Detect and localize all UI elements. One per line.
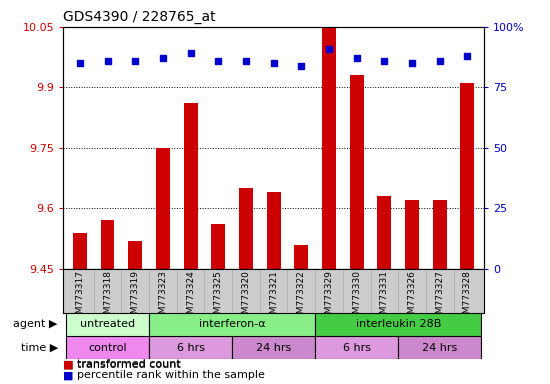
Bar bbox=[460, 83, 474, 269]
Text: GSM773326: GSM773326 bbox=[408, 270, 416, 325]
Text: agent ▶: agent ▶ bbox=[13, 319, 58, 329]
Text: GSM773323: GSM773323 bbox=[158, 270, 167, 325]
Bar bbox=[184, 104, 197, 269]
Bar bbox=[405, 200, 419, 269]
Bar bbox=[156, 148, 170, 269]
Text: 6 hrs: 6 hrs bbox=[343, 343, 371, 353]
Bar bbox=[239, 188, 253, 269]
Text: GSM773324: GSM773324 bbox=[186, 270, 195, 325]
Text: time ▶: time ▶ bbox=[20, 343, 58, 353]
Text: interleukin 28B: interleukin 28B bbox=[355, 319, 441, 329]
Text: 24 hrs: 24 hrs bbox=[256, 343, 292, 353]
Text: GSM773319: GSM773319 bbox=[131, 270, 140, 325]
Bar bbox=[66, 313, 149, 336]
Text: GSM773327: GSM773327 bbox=[435, 270, 444, 325]
Text: percentile rank within the sample: percentile rank within the sample bbox=[77, 370, 265, 380]
Bar bbox=[128, 240, 142, 269]
Text: GSM773325: GSM773325 bbox=[214, 270, 223, 325]
Text: GSM773331: GSM773331 bbox=[380, 270, 389, 325]
Text: GSM773322: GSM773322 bbox=[297, 270, 306, 325]
Bar bbox=[149, 313, 315, 336]
Text: GDS4390 / 228765_at: GDS4390 / 228765_at bbox=[63, 10, 216, 25]
Bar bbox=[267, 192, 280, 269]
Bar bbox=[315, 313, 481, 336]
Text: ■: ■ bbox=[63, 370, 74, 380]
Text: GSM773330: GSM773330 bbox=[352, 270, 361, 325]
Bar bbox=[101, 220, 114, 269]
Text: GSM773318: GSM773318 bbox=[103, 270, 112, 325]
Bar bbox=[433, 200, 447, 269]
Bar bbox=[73, 232, 87, 269]
Text: interferon-α: interferon-α bbox=[199, 319, 266, 329]
Text: untreated: untreated bbox=[80, 319, 135, 329]
Bar bbox=[377, 196, 391, 269]
Text: GSM773321: GSM773321 bbox=[269, 270, 278, 325]
Bar bbox=[66, 336, 149, 359]
Bar bbox=[294, 245, 308, 269]
Text: GSM773317: GSM773317 bbox=[75, 270, 84, 325]
Bar bbox=[232, 336, 315, 359]
Text: GSM773320: GSM773320 bbox=[241, 270, 250, 325]
Bar bbox=[315, 336, 398, 359]
Text: transformed count: transformed count bbox=[77, 359, 181, 369]
Bar bbox=[211, 224, 225, 269]
Text: GSM773328: GSM773328 bbox=[463, 270, 472, 325]
Bar bbox=[350, 75, 364, 269]
Bar bbox=[322, 27, 336, 269]
Text: ■: ■ bbox=[63, 359, 74, 369]
Text: 24 hrs: 24 hrs bbox=[422, 343, 458, 353]
Bar bbox=[149, 336, 232, 359]
Text: GSM773329: GSM773329 bbox=[324, 270, 333, 325]
Text: 6 hrs: 6 hrs bbox=[177, 343, 205, 353]
Text: ■ transformed count: ■ transformed count bbox=[63, 359, 181, 369]
Bar bbox=[398, 336, 481, 359]
Text: control: control bbox=[88, 343, 127, 353]
